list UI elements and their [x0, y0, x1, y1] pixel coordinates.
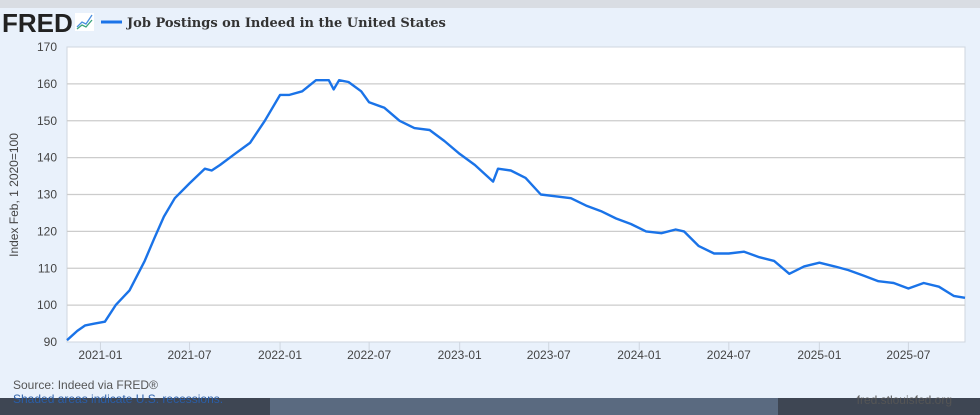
y-tick-label: 130 [37, 188, 57, 202]
x-tick-label: 2025-07 [886, 348, 930, 362]
y-tick-label: 160 [37, 77, 57, 91]
bottom-overlap-panel [270, 398, 778, 415]
y-tick-label: 100 [37, 298, 57, 312]
y-tick-label: 140 [37, 151, 57, 165]
x-tick-label: 2025-01 [797, 348, 841, 362]
x-tick-label: 2022-01 [258, 348, 302, 362]
x-tick-label: 2022-07 [347, 348, 391, 362]
fred-logo[interactable]: FRED [2, 8, 94, 38]
recessions-link[interactable]: Shaded areas indicate U.S. recessions. [13, 392, 223, 406]
y-tick-label: 90 [44, 335, 58, 349]
y-tick-label: 150 [37, 114, 57, 128]
source-text: Source: Indeed via FRED® [13, 378, 158, 392]
y-axis-label: Index Feb, 1 2020=100 [7, 133, 21, 257]
x-tick-label: 2024-01 [617, 348, 661, 362]
y-tick-label: 110 [38, 261, 57, 275]
series-line [66, 79, 966, 342]
legend-label: Job Postings on Indeed in the United Sta… [126, 16, 446, 31]
site-link[interactable]: fred.stlouisfed.org [857, 393, 952, 407]
fred-logo-text: FRED [2, 8, 73, 38]
x-tick-label: 2023-01 [438, 348, 482, 362]
y-tick-label: 120 [37, 224, 57, 238]
x-tick-label: 2023-07 [527, 348, 571, 362]
x-tick-label: 2021-07 [167, 348, 211, 362]
y-tick-label: 170 [37, 40, 57, 54]
x-tick-label: 2024-07 [707, 348, 751, 362]
x-tick-label: 2021-01 [78, 348, 122, 362]
top-overlap-strip [0, 0, 980, 8]
